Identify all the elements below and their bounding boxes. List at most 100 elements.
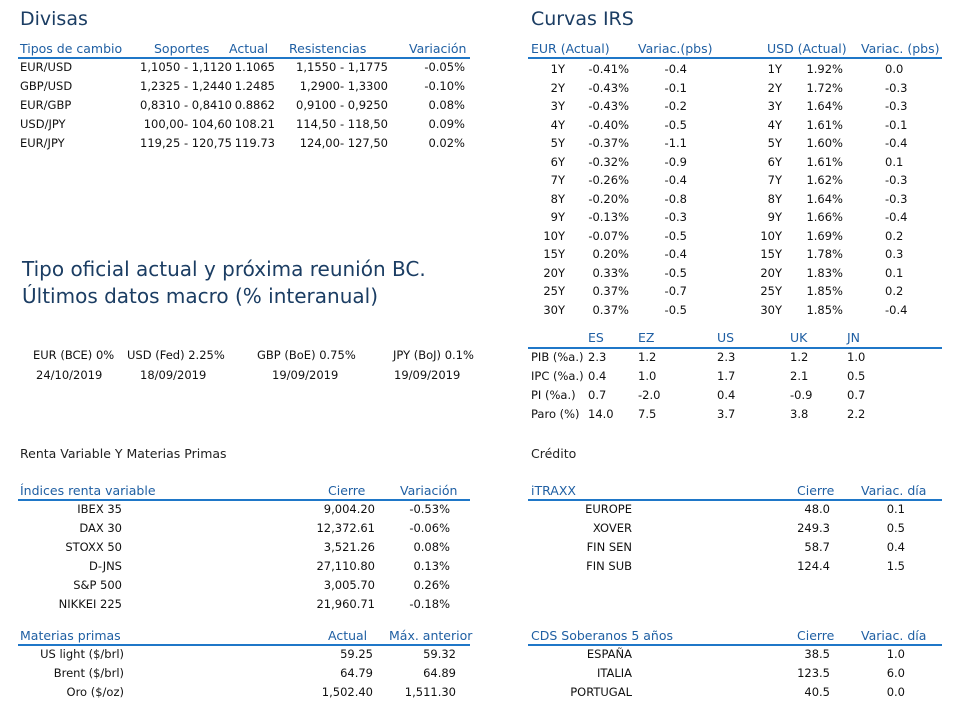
irs-row-cell: -0.3 [885, 99, 908, 113]
irs-row: 20Y 0.33% -0.5 20Y 1.83% 0.1 [0, 264, 960, 283]
credito-row-cell: EUROPE [585, 502, 632, 516]
irs-row: 6Y -0.32% -0.9 6Y 1.61% 0.1 [0, 153, 960, 172]
irs-row-cell: -0.4 [664, 62, 687, 76]
rv-row-cell: -0.06% [409, 521, 450, 535]
cds-row-cell: 6.0 [886, 666, 905, 680]
irs-row-cell: -0.32% [588, 154, 629, 169]
divisas-header-soportes: Soportes [154, 41, 210, 56]
cds-row-cell: 0.0 [886, 685, 905, 699]
cr-rule [528, 499, 942, 501]
credito-row-cell: 1.5 [886, 559, 905, 573]
divisas-row-cell: 0.8862 [234, 98, 275, 112]
macro-row-cell: -0.9 [790, 388, 813, 402]
credito-row: EUROPE 48.0 0.1 [0, 500, 960, 519]
irs-rule [528, 57, 942, 59]
irs-row-cell: 1.62% [806, 173, 843, 187]
credito-row-cell: 48.0 [804, 502, 830, 516]
macro-row-cell: 14.0 [588, 407, 614, 421]
cds-row-cell: PORTUGAL [570, 685, 632, 699]
credito-section-title: Crédito [531, 446, 577, 461]
irs-row-cell: -0.1 [664, 80, 687, 95]
rv-row-cell: -0.18% [409, 597, 450, 611]
divisas-header-variacion: Variación [409, 41, 467, 56]
cr-header-var: Variac. día [861, 483, 927, 498]
mp-row-cell: 1,502.40 [321, 685, 373, 699]
divisas-rule [18, 57, 470, 59]
irs-row: 25Y 0.37% -0.7 25Y 1.85% 0.2 [0, 282, 960, 301]
cds-row-cell: 40.5 [804, 685, 830, 699]
macro-row-cell: 3.8 [790, 407, 809, 421]
macro-rule [528, 347, 942, 349]
rv-header-variacion: Variación [400, 483, 458, 498]
cds-header-title: CDS Soberanos 5 años [531, 628, 673, 643]
macro-row-cell: 3.7 [717, 407, 736, 421]
divisas-row-cell: 108.21 [234, 117, 275, 131]
rv-header-indices: Índices renta variable [20, 483, 156, 498]
mp-header-materias: Materias primas [20, 628, 121, 643]
rv-row: S&P 500 3,005.70 0.26% [0, 576, 960, 595]
meeting-date: 19/09/2019 [272, 368, 339, 382]
irs-row-cell: 0.2 [885, 228, 904, 243]
divisas-row: USD/JPY 100,00- 104,60 108.21 114,50 - 118,… [0, 115, 960, 134]
official-rate: JPY (BoJ) 0.1% [393, 348, 474, 362]
irs-row-cell: 15Y [543, 247, 565, 261]
irs-row-cell: 20Y [760, 265, 782, 280]
irs-row-cell: 0.0 [885, 62, 904, 76]
irs-row-cell: -0.3 [664, 210, 687, 224]
macro-row-cell: -2.0 [638, 388, 661, 402]
divisas-row-cell: EUR/USD [20, 60, 73, 74]
macro-row-cell: 1.0 [638, 369, 657, 383]
divisas-row-cell: 114,50 - 118,50 [296, 117, 388, 131]
irs-row: 3Y -0.43% -0.2 3Y 1.64% -0.3 [0, 97, 960, 116]
meeting-date: 24/10/2019 [36, 368, 103, 382]
rv-row-cell: 9,004.20 [323, 502, 375, 516]
macro-row-cell: 2.3 [717, 350, 736, 364]
mp-row-cell: 1,511.30 [404, 685, 456, 699]
macro-title: Últimos datos macro (% interanual) [22, 284, 378, 308]
macro-row: PI (%a.) 0.7 -2.0 0.4 -0.9 0.7 [0, 386, 960, 405]
irs-row: 10Y -0.07% -0.5 10Y 1.69% 0.2 [0, 227, 960, 246]
irs-row-cell: -0.20% [588, 191, 629, 206]
irs-row-cell: -0.4 [664, 173, 687, 187]
irs-row-cell: 4Y [767, 117, 782, 132]
irs-row-cell: -0.5 [664, 265, 687, 280]
irs-row-cell: 7Y [550, 173, 565, 187]
macro-row-cell: PI (%a.) [531, 388, 576, 402]
irs-row-cell: 1.85% [806, 302, 843, 317]
mp-row-cell: 64.79 [340, 666, 373, 680]
credito-row-cell: 58.7 [804, 540, 830, 554]
macro-row-cell: 2.1 [790, 369, 809, 383]
irs-row-cell: 0.33% [592, 265, 629, 280]
official-rate: USD (Fed) 2.25% [127, 348, 225, 362]
mp-header-actual: Actual [328, 628, 368, 643]
mp-rule [18, 644, 470, 646]
irs-row-cell: -0.3 [885, 80, 908, 95]
credito-row: XOVER 249.3 0.5 [0, 519, 960, 538]
macro-row-cell: 0.7 [847, 388, 866, 402]
irs-row-cell: 30Y [543, 302, 565, 317]
irs-row-cell: 1.64% [806, 191, 843, 206]
irs-row-cell: 9Y [767, 210, 782, 224]
irs-row-cell: 1.85% [806, 284, 843, 298]
irs-row-cell: 0.1 [885, 154, 904, 169]
divisas-row-cell: USD/JPY [20, 117, 66, 131]
irs-row-cell: -0.13% [588, 210, 629, 224]
rv-row-cell: STOXX 50 [65, 540, 122, 554]
macro-row-cell: 1.7 [717, 369, 736, 383]
rv-header-cierre: Cierre [328, 483, 366, 498]
mp-row: Brent ($/brl) 64.79 64.89 [0, 664, 960, 683]
mp-row: US light ($/brl) 59.25 59.32 [0, 645, 960, 664]
irs-row-cell: -0.3 [885, 191, 908, 206]
mp-row: Oro ($/oz) 1,502.40 1,511.30 [0, 683, 960, 702]
divisas-row-cell: 124,00- 127,50 [299, 136, 388, 150]
irs-row-cell: -0.26% [588, 173, 629, 187]
irs-row-cell: 1.69% [806, 228, 843, 243]
irs-header-usd-var: Variac. (pbs) [861, 41, 940, 56]
divisas-row-cell: 1,2900- 1,3300 [299, 79, 388, 93]
macro-header-ez: EZ [638, 330, 655, 345]
credito-row: FIN SUB 124.4 1.5 [0, 557, 960, 576]
irs-row-cell: 8Y [767, 191, 782, 206]
rv-row-cell: 3,005.70 [323, 578, 375, 592]
irs-row-cell: 2Y [550, 80, 565, 95]
mp-row-cell: Brent ($/brl) [53, 666, 124, 680]
